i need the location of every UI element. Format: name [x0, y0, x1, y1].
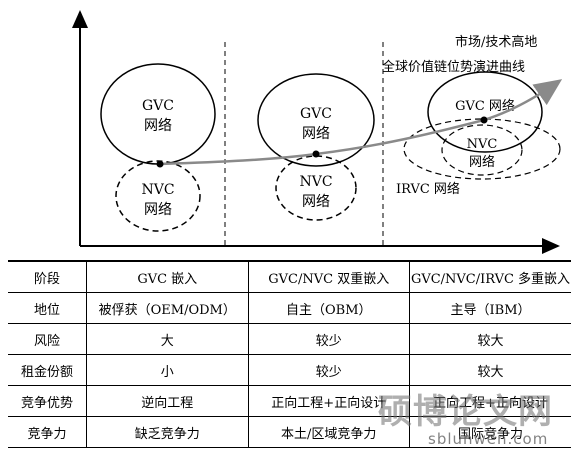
- row-label: 地位: [8, 292, 87, 324]
- table-cell: 大: [86, 323, 248, 355]
- table-row: 阶段 GVC 嵌入 GVC/NVC 双重嵌入 GVC/NVC/IRVC 多重嵌入: [8, 260, 571, 293]
- nvc-network-circle-3: [441, 124, 523, 176]
- table-row: 风险大较少 较大: [8, 323, 571, 355]
- table-cell: 较少: [247, 323, 410, 355]
- row-label: 租金份额: [8, 354, 87, 386]
- gvc-label-1: GVC: [142, 98, 174, 114]
- evolution-curve: [159, 79, 563, 166]
- gvc-network-circle-3: [427, 71, 543, 153]
- table-cell: 被俘获（OEM/ODM）: [86, 292, 248, 324]
- table-cell: 主导（IBM）: [409, 292, 571, 324]
- stage-comparison-table: 阶段 GVC 嵌入 GVC/NVC 双重嵌入 GVC/NVC/IRVC 多重嵌入 地位被…: [8, 260, 571, 448]
- curve-point-1: [156, 160, 164, 168]
- gvc-label-2: GVC: [300, 106, 332, 122]
- irvc-network-circle: [403, 118, 561, 180]
- table-cell: 正向工程+正向设计: [247, 385, 410, 417]
- nvc-label-2: NVC: [299, 174, 332, 190]
- nvc-network-label-3: 网络: [469, 154, 495, 170]
- nvc-network-circle-2: [275, 155, 357, 221]
- table-cell: 较大: [409, 354, 571, 386]
- table-cell: 逆向工程: [86, 385, 248, 417]
- table-cell: GVC/NVC 双重嵌入: [247, 260, 410, 293]
- curve-point-2: [312, 150, 320, 158]
- table-cell: GVC 嵌入: [86, 260, 248, 293]
- table-cell: 自主（OBM）: [247, 292, 410, 324]
- table-row: 地位 被俘获（OEM/ODM） 自主（OBM） 主导（IBM）: [8, 292, 571, 324]
- table-cell: 较少: [247, 354, 410, 386]
- table-row: 租金份额小较少 较大: [8, 354, 571, 386]
- evolution-diagram: GVC 网络 NVC 网络 GVC 网络 NVC 网络 GVC 网络 NVC 网…: [72, 10, 563, 254]
- table-cell: 较大: [409, 323, 571, 355]
- gvc-network-circle-1: [100, 63, 216, 165]
- nvc-label-1: NVC: [141, 182, 174, 198]
- row-label: 竞争优势: [8, 385, 87, 417]
- curve-point-3: [480, 116, 488, 124]
- row-label: 阶段: [8, 260, 87, 293]
- row-label: 风险: [8, 323, 87, 355]
- table-row: 竞争优势 逆向工程 正向工程+正向设计 正向工程+正向设计: [8, 385, 571, 417]
- table-cell: GVC/NVC/IRVC 多重嵌入: [409, 260, 571, 293]
- nvc-network-circle-1: [115, 160, 201, 232]
- table-cell: 正向工程+正向设计: [409, 385, 571, 417]
- nvc-network-label-1: 网络: [144, 202, 172, 218]
- table-cell: 本土/区域竞争力: [247, 416, 410, 448]
- gvc-label-3: GVC 网络: [455, 98, 515, 114]
- table-cell: 缺乏竞争力: [86, 416, 248, 448]
- table-cell: 小: [86, 354, 248, 386]
- nvc-network-label-2: 网络: [302, 194, 330, 210]
- gvc-evolution-curve-label: 全球价值链位势演进曲线: [382, 59, 525, 75]
- irvc-network-label: IRVC 网络: [396, 181, 460, 197]
- row-label: 竞争力: [8, 416, 87, 448]
- gvc-network-label-2: 网络: [302, 126, 330, 142]
- table-row: 竞争力 缺乏竞争力 本土/区域竞争力 国际竞争力: [8, 416, 571, 448]
- market-tech-highland-label: 市场/技术高地: [455, 34, 537, 50]
- gvc-network-label-1: 网络: [144, 118, 172, 134]
- nvc-label-3: NVC: [467, 137, 498, 152]
- table-cell: 国际竞争力: [409, 416, 571, 448]
- gvc-network-circle-2: [257, 73, 375, 167]
